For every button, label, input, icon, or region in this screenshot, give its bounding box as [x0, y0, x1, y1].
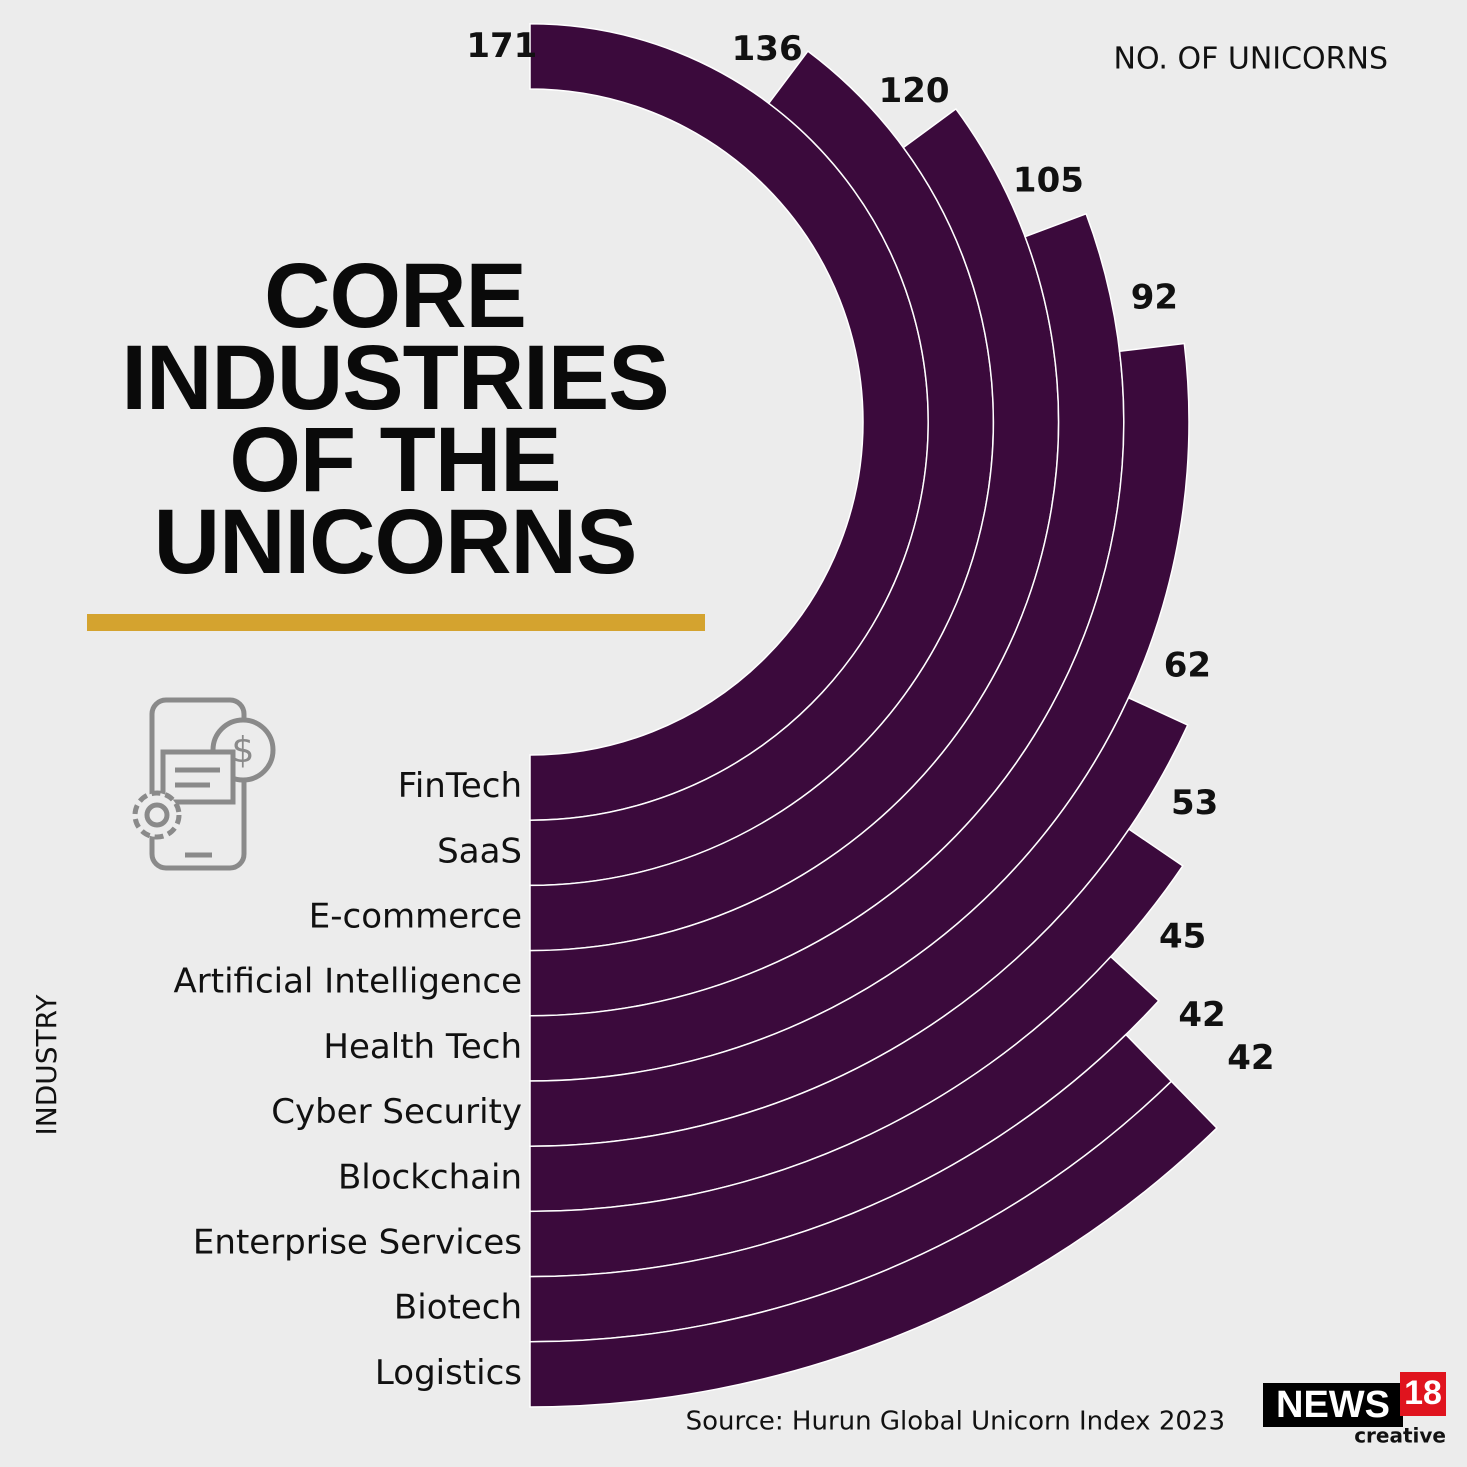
category-label: Artificial Intelligence: [174, 962, 522, 1002]
value-label: 62: [1164, 646, 1211, 686]
value-label: 53: [1171, 783, 1218, 823]
category-label: Cyber Security: [271, 1092, 522, 1132]
logo-name: NEWS: [1276, 1384, 1390, 1426]
value-label: 42: [1227, 1038, 1274, 1078]
value-axis-label: NO. OF UNICORNS: [1114, 42, 1388, 77]
value-label: 136: [732, 29, 803, 69]
category-label: FinTech: [398, 766, 522, 806]
category-label: Enterprise Services: [193, 1223, 522, 1263]
bar: [529, 1080, 1218, 1408]
icon: [132, 697, 276, 871]
category-label: Biotech: [394, 1288, 522, 1328]
category-label: Health Tech: [323, 1027, 522, 1067]
value-label: 171: [466, 26, 537, 66]
source: Source: Hurun Global Unicorn Index 2023: [686, 1407, 1225, 1437]
icon-symbol: $: [232, 730, 255, 771]
value-label: 120: [879, 71, 950, 111]
category-axis-label: INDUSTRY: [30, 994, 63, 1136]
category-label: Blockchain: [338, 1157, 522, 1197]
value-label: 42: [1178, 995, 1225, 1035]
value-label: 45: [1159, 917, 1206, 957]
title-underline: [87, 614, 705, 631]
value-label: 92: [1131, 278, 1178, 318]
chart-title: CORE INDUSTRIES OF THE UNICORNS: [121, 245, 669, 593]
logo-tagline: creative: [1354, 1424, 1446, 1448]
category-label: Logistics: [375, 1353, 522, 1393]
category-label: E-commerce: [309, 897, 522, 937]
logo: [1263, 1372, 1446, 1427]
logo-number: 18: [1404, 1374, 1442, 1412]
value-label: 105: [1013, 161, 1084, 201]
category-label: SaaS: [437, 831, 522, 871]
